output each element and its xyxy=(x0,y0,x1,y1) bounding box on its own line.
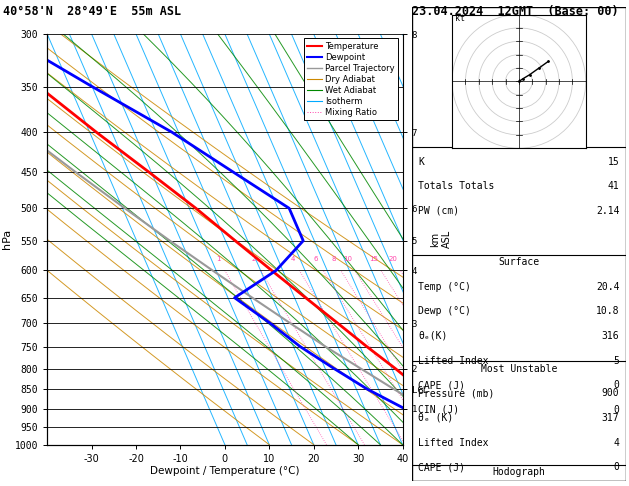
Text: Most Unstable: Most Unstable xyxy=(481,364,557,374)
Text: 4: 4 xyxy=(613,437,620,448)
Text: 23.04.2024  12GMT  (Base: 00): 23.04.2024 12GMT (Base: 00) xyxy=(412,5,618,18)
Text: Surface: Surface xyxy=(498,257,540,267)
Text: 10.8: 10.8 xyxy=(596,306,620,316)
Text: 900: 900 xyxy=(602,388,620,398)
Text: 1: 1 xyxy=(216,256,220,262)
Text: 2: 2 xyxy=(252,256,256,262)
Text: kt: kt xyxy=(455,14,465,23)
Text: 6: 6 xyxy=(314,256,318,262)
Text: 4: 4 xyxy=(290,256,294,262)
Text: 0: 0 xyxy=(613,380,620,390)
Text: CAPE (J): CAPE (J) xyxy=(418,462,465,472)
Text: 15: 15 xyxy=(608,156,620,167)
Text: 0: 0 xyxy=(613,462,620,472)
Text: K: K xyxy=(418,156,425,167)
Legend: Temperature, Dewpoint, Parcel Trajectory, Dry Adiabat, Wet Adiabat, Isotherm, Mi: Temperature, Dewpoint, Parcel Trajectory… xyxy=(304,38,398,121)
Text: 15: 15 xyxy=(369,256,378,262)
Text: Dewp (°C): Dewp (°C) xyxy=(418,306,471,316)
Text: 316: 316 xyxy=(602,331,620,341)
Y-axis label: km
ASL: km ASL xyxy=(430,230,452,248)
Text: 41: 41 xyxy=(608,181,620,191)
Text: 8: 8 xyxy=(331,256,336,262)
Y-axis label: hPa: hPa xyxy=(2,229,12,249)
Text: 20.4: 20.4 xyxy=(596,282,620,292)
Text: CIN (J): CIN (J) xyxy=(418,405,460,415)
Text: Pressure (mb): Pressure (mb) xyxy=(418,388,495,398)
Text: Lifted Index: Lifted Index xyxy=(418,356,489,365)
Text: 10: 10 xyxy=(343,256,352,262)
Text: CAPE (J): CAPE (J) xyxy=(418,380,465,390)
X-axis label: Dewpoint / Temperature (°C): Dewpoint / Temperature (°C) xyxy=(150,467,299,476)
Text: 40°58'N  28°49'E  55m ASL: 40°58'N 28°49'E 55m ASL xyxy=(3,5,181,18)
Text: Totals Totals: Totals Totals xyxy=(418,181,495,191)
Text: 20: 20 xyxy=(389,256,398,262)
Text: θₑ(K): θₑ(K) xyxy=(418,331,448,341)
Text: 2.14: 2.14 xyxy=(596,206,620,216)
Text: Temp (°C): Temp (°C) xyxy=(418,282,471,292)
Text: PW (cm): PW (cm) xyxy=(418,206,460,216)
Text: Hodograph: Hodograph xyxy=(493,467,545,477)
Text: Lifted Index: Lifted Index xyxy=(418,437,489,448)
Text: θₑ (K): θₑ (K) xyxy=(418,413,454,423)
Text: 0: 0 xyxy=(613,405,620,415)
Text: 317: 317 xyxy=(602,413,620,423)
Text: 5: 5 xyxy=(613,356,620,365)
